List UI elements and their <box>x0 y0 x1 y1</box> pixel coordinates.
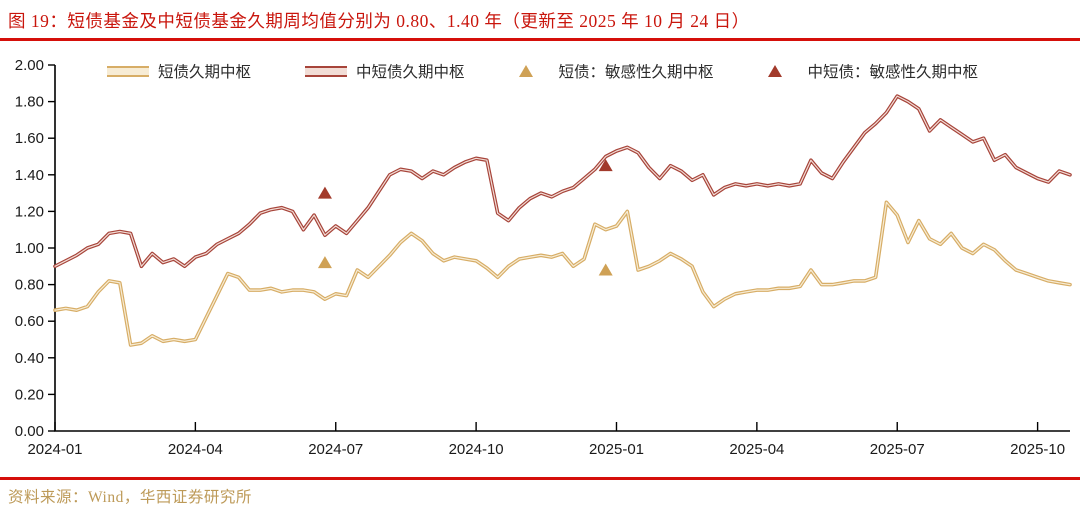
legend-label: 中短债久期中枢 <box>356 64 465 81</box>
svg-text:2025-01: 2025-01 <box>589 441 644 458</box>
svg-text:2024-01: 2024-01 <box>27 441 82 458</box>
svg-text:2025-10: 2025-10 <box>1010 441 1065 458</box>
svg-text:2.00: 2.00 <box>15 57 44 74</box>
svg-text:1.20: 1.20 <box>15 203 44 220</box>
midshort-sensitivity-triangle-icon <box>767 65 782 77</box>
legend-item-short-duration: 短债久期中枢 <box>107 60 251 82</box>
svg-text:1.40: 1.40 <box>15 167 44 184</box>
chart-legend: 短债久期中枢 中短债久期中枢 短债：敏感性久期中枢 中短债：敏感性久期中枢 <box>55 60 1065 82</box>
svg-text:2024-04: 2024-04 <box>168 441 223 458</box>
svg-text:1.60: 1.60 <box>15 130 44 147</box>
svg-text:0.60: 0.60 <box>15 313 44 330</box>
svg-text:1.00: 1.00 <box>15 240 44 257</box>
legend-label: 短债久期中枢 <box>158 64 252 81</box>
short-duration-line-swatch <box>107 65 149 77</box>
svg-text:2024-10: 2024-10 <box>449 441 504 458</box>
header-divider <box>0 38 1080 41</box>
svg-text:1.80: 1.80 <box>15 94 44 111</box>
legend-label: 中短债：敏感性久期中枢 <box>807 64 979 81</box>
legend-item-short-sensitivity: 短债：敏感性久期中枢 <box>518 60 714 82</box>
legend-item-midshort-sensitivity: 中短债：敏感性久期中枢 <box>767 60 979 82</box>
footer-divider <box>0 477 1080 480</box>
svg-text:2025-04: 2025-04 <box>729 441 784 458</box>
svg-text:2025-07: 2025-07 <box>870 441 925 458</box>
short-sensitivity-triangle-icon <box>518 65 533 77</box>
duration-line-chart: 0.00 0.20 0.40 0.60 0.80 1.00 1.20 1.40 1.60 1.80… <box>15 57 1072 458</box>
svg-text:0.00: 0.00 <box>15 423 44 440</box>
svg-text:0.20: 0.20 <box>15 386 44 403</box>
source-note: 资料来源：Wind，华西证券研究所 <box>8 489 252 506</box>
svg-text:0.80: 0.80 <box>15 277 44 294</box>
legend-label: 短债：敏感性久期中枢 <box>558 64 714 81</box>
legend-item-midshort-duration: 中短债久期中枢 <box>305 60 465 82</box>
midshort-duration-line-swatch <box>305 65 348 77</box>
svg-text:0.40: 0.40 <box>15 350 44 367</box>
figure-title: 图 19：短债基金及中短债基金久期周均值分别为 0.80、1.40 年（更新至 … <box>8 11 750 31</box>
svg-text:2024-07: 2024-07 <box>308 441 363 458</box>
